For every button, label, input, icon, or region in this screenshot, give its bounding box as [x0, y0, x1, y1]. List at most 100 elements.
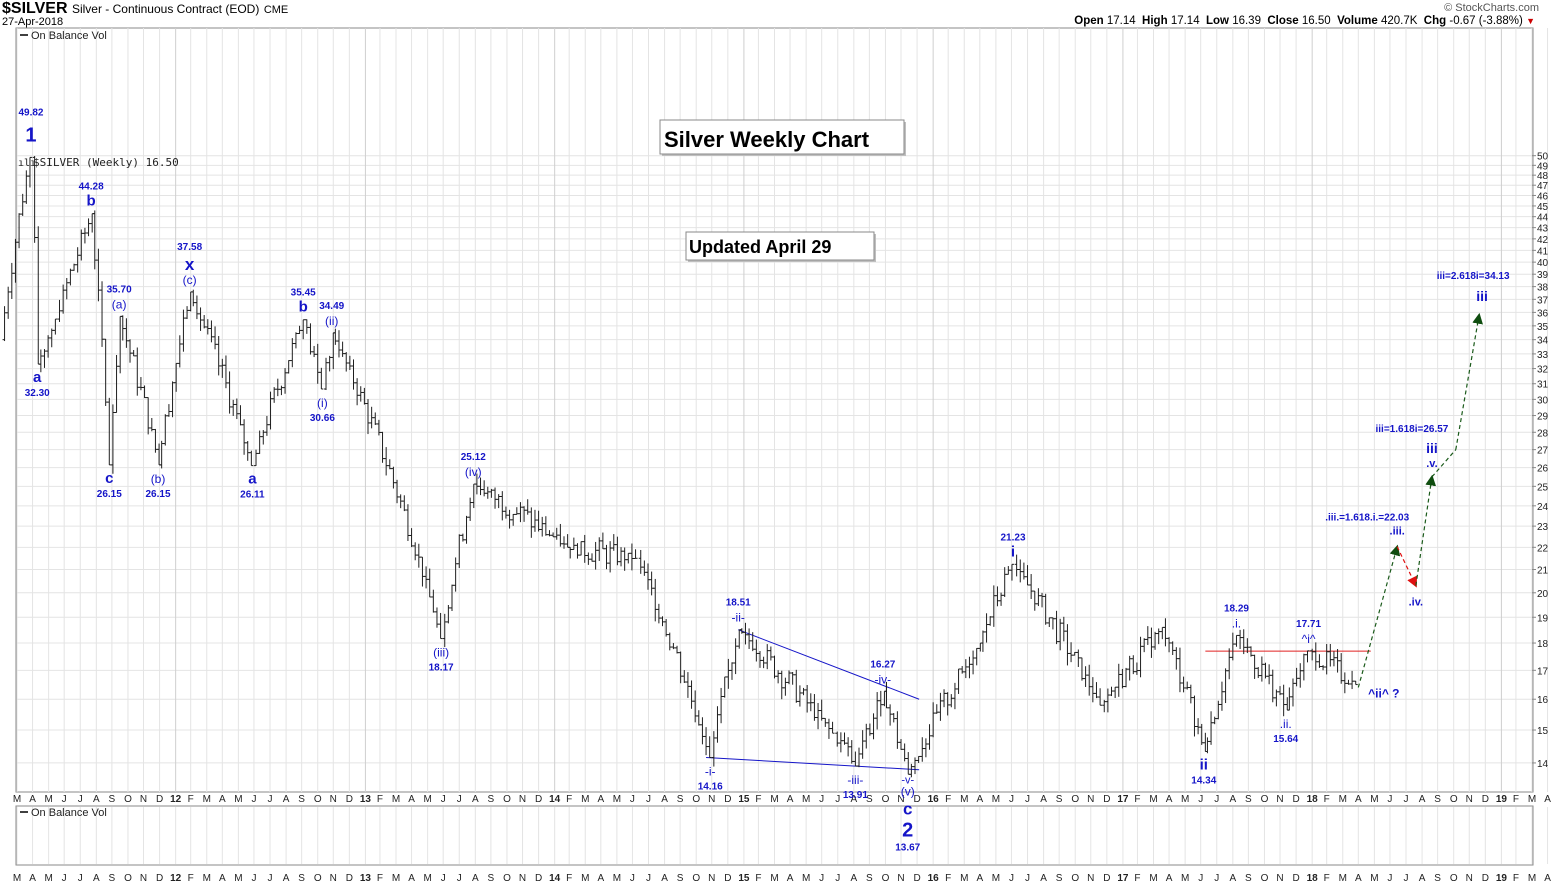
x-tick-label-bottom: O	[692, 873, 700, 884]
projection-label: .v.	[1426, 458, 1437, 470]
x-tick-label-bottom: M	[581, 873, 589, 884]
x-tick-label: F	[188, 794, 194, 805]
x-tick-label-bottom: J	[819, 873, 824, 884]
x-tick-label-bottom: A	[661, 873, 668, 884]
wave-value: 16.27	[870, 659, 895, 670]
x-tick-label-bottom: F	[377, 873, 383, 884]
chg-label: Chg	[1423, 15, 1447, 27]
wave-label: (i)	[317, 396, 328, 410]
ohlc-bar: Open 17.14 High 17.14 Low 16.39 Close 16…	[1074, 15, 1535, 27]
y-tick-label: 38	[1537, 283, 1549, 294]
x-tick-label: N	[330, 794, 337, 805]
x-tick-label: S	[1434, 794, 1441, 805]
projection-note: .iii.=1.618.i.=22.03	[1325, 513, 1409, 524]
x-tick-label-bottom: 17	[1117, 873, 1129, 884]
projection-segment	[1415, 474, 1437, 586]
wave-label: -iv-	[875, 672, 892, 686]
description: Silver - Continuous Contract (EOD)	[71, 2, 260, 16]
y-tick-label: 39	[1537, 270, 1549, 281]
wave-value: 26.15	[97, 489, 122, 500]
wave-value: 14.16	[698, 782, 723, 793]
x-tick-label-bottom: M	[802, 873, 810, 884]
x-tick-label: J	[1025, 794, 1030, 805]
x-tick-label: 12	[170, 794, 182, 805]
x-tick-label: M	[1528, 794, 1536, 805]
x-tick-label-bottom: J	[1025, 873, 1030, 884]
wave-value: 25.12	[461, 452, 486, 463]
x-tick-label: M	[770, 794, 778, 805]
x-tick-label-bottom: F	[755, 873, 761, 884]
x-tick-label: F	[755, 794, 761, 805]
x-axis-bottom: M A M J J A S O N D 12 F M A M J J A S O N D 13 F M A M J J A S O N D 14 F M…	[13, 873, 1551, 884]
wave-value: 35.45	[291, 288, 316, 299]
x-tick-label-bottom: J	[630, 873, 635, 884]
x-tick-label: M	[1181, 794, 1189, 805]
x-tick-label-bottom: M	[234, 873, 242, 884]
x-tick-label: A	[850, 794, 857, 805]
x-tick-label: N	[519, 794, 526, 805]
y-tick-label: 48	[1537, 171, 1549, 182]
x-tick-label-bottom: J	[835, 873, 840, 884]
x-tick-label-bottom: O	[503, 873, 511, 884]
down-arrow-icon: ▼	[1526, 16, 1535, 26]
x-tick-label-bottom: O	[1450, 873, 1458, 884]
x-tick-label-bottom: N	[897, 873, 904, 884]
wave-label: ii	[1200, 756, 1208, 773]
wave-value: 37.58	[177, 242, 202, 253]
x-tick-label: N	[1276, 794, 1283, 805]
x-tick-label-bottom: M	[203, 873, 211, 884]
x-tick-label: A	[787, 794, 794, 805]
svg-text:ılı: ılı	[18, 158, 36, 169]
x-tick-label: A	[219, 794, 226, 805]
x-tick-label: J	[1404, 794, 1409, 805]
trendline	[738, 629, 920, 700]
x-tick-label: J	[457, 794, 462, 805]
x-tick-label: D	[913, 794, 920, 805]
wave-value: 32.30	[25, 388, 50, 399]
projection-note: iii=2.618i=34.13	[1437, 271, 1510, 282]
wave-label: (ii)	[325, 314, 338, 328]
price-legend: ılı $SILVER (Weekly) 16.50	[18, 156, 179, 169]
x-tick-label-bottom: J	[457, 873, 462, 884]
x-tick-label-bottom: 18	[1307, 873, 1319, 884]
x-tick-label-bottom: N	[1276, 873, 1283, 884]
x-tick-label: A	[1040, 794, 1047, 805]
x-tick-label-bottom: A	[93, 873, 100, 884]
wave-label: -v-	[901, 774, 914, 786]
x-tick-label: M	[203, 794, 211, 805]
y-tick-label: 20	[1537, 589, 1549, 600]
x-tick-label-bottom: F	[566, 873, 572, 884]
x-tick-label-bottom: D	[156, 873, 163, 884]
y-tick-label: 32	[1537, 365, 1549, 376]
x-tick-label-bottom: N	[1466, 873, 1473, 884]
x-tick-label: M	[13, 794, 21, 805]
x-tick-label: M	[1370, 794, 1378, 805]
x-tick-label-bottom: A	[1355, 873, 1362, 884]
y-tick-label: 17	[1537, 666, 1549, 677]
x-tick-label-bottom: D	[913, 873, 920, 884]
wave-label: (c)	[183, 273, 197, 287]
wave-label: (a)	[112, 297, 127, 311]
wave-value: 18.17	[429, 663, 454, 674]
x-tick-label-bottom: 19	[1496, 873, 1508, 884]
x-tick-label-bottom: D	[1292, 873, 1299, 884]
x-tick-label-bottom: J	[62, 873, 67, 884]
x-tick-label: J	[1009, 794, 1014, 805]
x-tick-label: J	[268, 794, 273, 805]
x-tick-label: 18	[1307, 794, 1319, 805]
x-tick-label: M	[802, 794, 810, 805]
y-tick-label: 36	[1537, 308, 1549, 319]
x-tick-label: O	[1071, 794, 1079, 805]
chart-title: Silver Weekly Chart	[664, 127, 870, 152]
chart-date: 27-Apr-2018	[2, 16, 64, 28]
wave-label: -i-	[705, 765, 716, 779]
grid	[16, 28, 1549, 792]
symbol: $SILVER	[2, 0, 68, 17]
x-tick-label-bottom: S	[1434, 873, 1441, 884]
x-tick-label-bottom: F	[1513, 873, 1519, 884]
price-bar	[830, 721, 835, 734]
x-tick-label: D	[1292, 794, 1299, 805]
x-tick-label-bottom: J	[1214, 873, 1219, 884]
y-tick-label: 50	[1537, 152, 1549, 163]
projection-note: iii=1.618i=26.57	[1376, 424, 1449, 435]
